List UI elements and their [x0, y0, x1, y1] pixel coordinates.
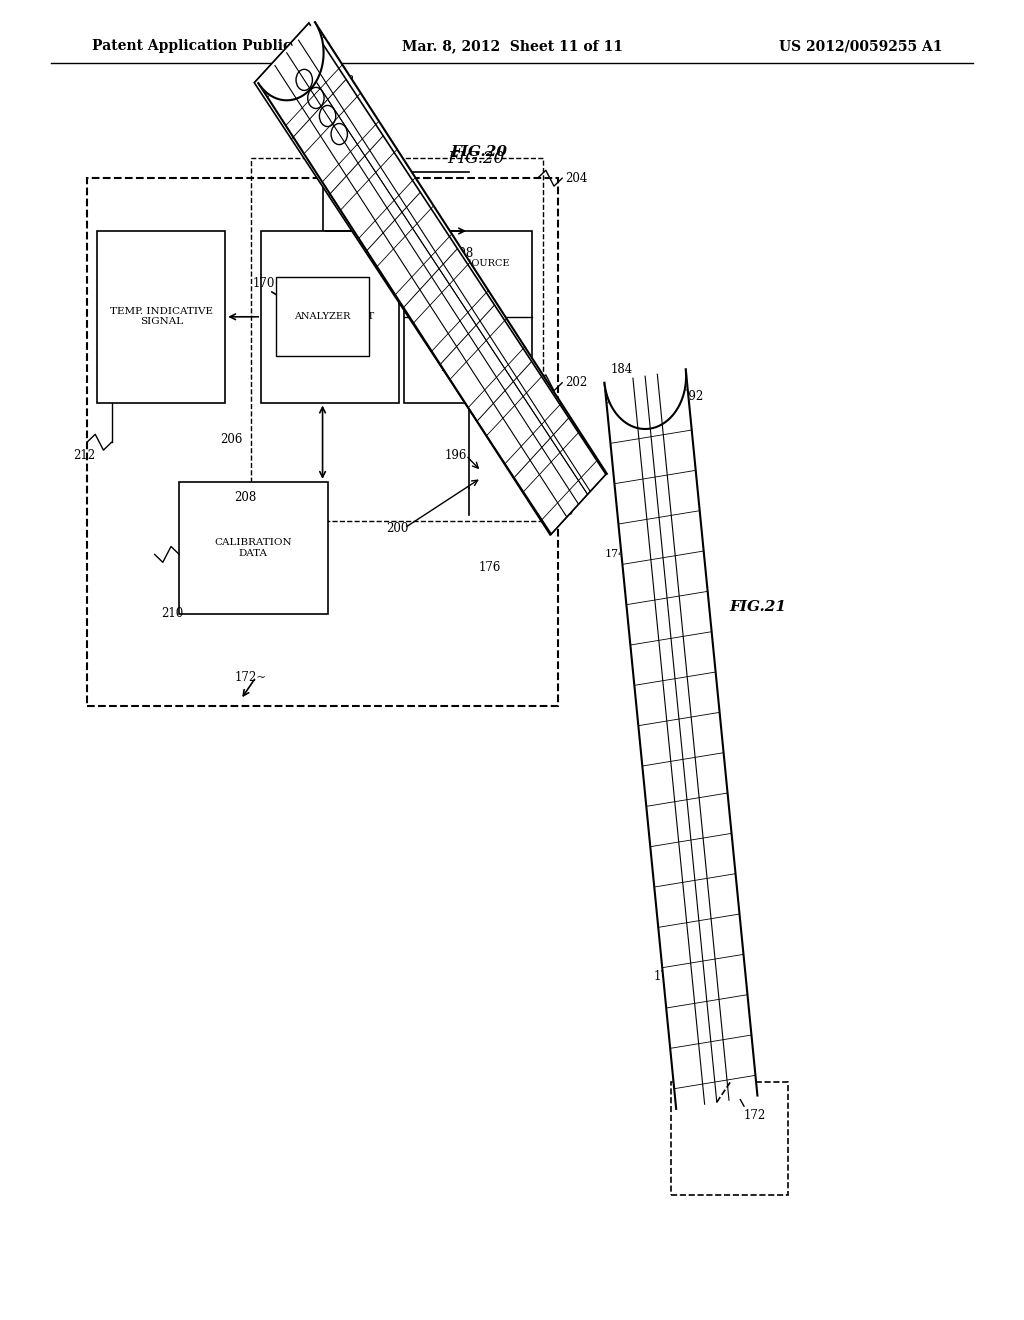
Text: 172: 172: [743, 1109, 766, 1122]
Text: US 2012/0059255 A1: US 2012/0059255 A1: [778, 40, 942, 53]
Text: 178: 178: [664, 640, 686, 653]
Polygon shape: [604, 370, 686, 429]
FancyBboxPatch shape: [276, 277, 369, 356]
Text: FIG.20: FIG.20: [451, 145, 508, 158]
Text: 198: 198: [452, 247, 474, 260]
FancyBboxPatch shape: [97, 231, 225, 403]
Text: 202: 202: [565, 376, 588, 389]
Text: 208: 208: [234, 491, 257, 504]
Text: 210: 210: [161, 607, 183, 620]
Text: 176: 176: [478, 561, 501, 574]
Text: 172~: 172~: [234, 671, 267, 684]
Polygon shape: [254, 22, 606, 535]
Text: CALIBRATION
DATA: CALIBRATION DATA: [215, 539, 292, 557]
Text: FIG.20: FIG.20: [447, 150, 505, 166]
Text: 194: 194: [686, 587, 709, 601]
Text: 204: 204: [565, 172, 588, 185]
Text: Mar. 8, 2012  Sheet 11 of 11: Mar. 8, 2012 Sheet 11 of 11: [401, 40, 623, 53]
Polygon shape: [258, 22, 324, 100]
Polygon shape: [604, 370, 758, 1109]
Text: 192: 192: [682, 389, 705, 403]
Text: 186: 186: [280, 75, 302, 88]
Text: 196: 196: [444, 449, 467, 462]
FancyBboxPatch shape: [179, 482, 328, 614]
Text: 212: 212: [73, 449, 95, 462]
Text: 190: 190: [378, 209, 400, 222]
Text: 174a: 174a: [329, 166, 357, 177]
Text: CONTROL UNIT: CONTROL UNIT: [286, 313, 375, 321]
Text: Patent Application Publication: Patent Application Publication: [92, 40, 332, 53]
Text: FIG.21: FIG.21: [729, 601, 786, 614]
Text: ANALYZER: ANALYZER: [294, 313, 351, 321]
Text: 188: 188: [333, 75, 355, 88]
Text: 200: 200: [386, 521, 409, 535]
Text: 184: 184: [610, 363, 633, 376]
Text: LIGHT SOURCE: LIGHT SOURCE: [428, 260, 510, 268]
Text: 182: 182: [435, 267, 458, 280]
FancyBboxPatch shape: [261, 231, 399, 403]
Text: 176: 176: [653, 970, 676, 983]
Text: 174b: 174b: [604, 549, 633, 560]
Text: 184: 184: [322, 135, 344, 148]
Text: TEMP. INDICATIVE
SIGNAL: TEMP. INDICATIVE SIGNAL: [110, 308, 213, 326]
Text: OPTICAL
DETECTOR: OPTICAL DETECTOR: [440, 354, 498, 372]
Text: 180: 180: [553, 507, 574, 517]
Polygon shape: [258, 22, 607, 535]
Text: 206: 206: [220, 433, 243, 446]
Text: 170: 170: [253, 277, 275, 290]
Text: 192: 192: [314, 157, 337, 170]
FancyBboxPatch shape: [404, 231, 532, 403]
Text: 194: 194: [414, 290, 436, 304]
Text: 178: 178: [345, 181, 368, 194]
